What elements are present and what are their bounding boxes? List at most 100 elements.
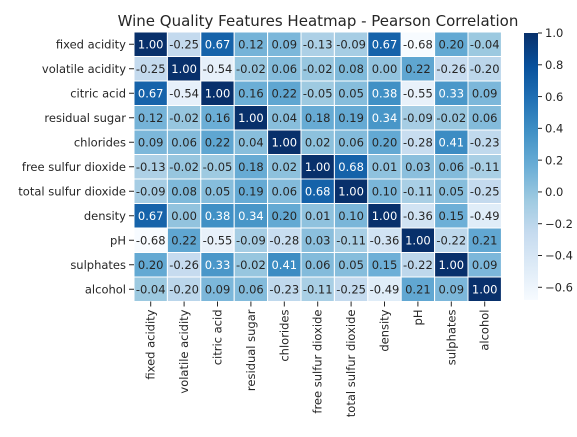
heatmap-cell [400,105,436,131]
heatmap-cell [467,154,502,180]
heatmap-cell [300,276,335,302]
cell-value-label: -0.36 [370,233,400,247]
cell-value-label: -0.20 [169,282,199,296]
heatmap-cell [400,227,436,253]
heatmap-cell [367,227,402,253]
cell-value-label: -0.25 [470,184,500,198]
heatmap-cell [400,129,436,155]
cell-value-label: 0.67 [372,37,398,51]
heatmap-cell [333,178,369,204]
cell-value-label: 1.00 [405,233,431,247]
cell-value-label: 0.09 [205,282,231,296]
heatmap-cells [133,31,502,302]
row-label-ph: pH [110,233,126,247]
heatmap-cell [333,80,369,106]
cell-value-label: 0.00 [171,209,197,223]
cell-value-label: 0.06 [472,111,498,125]
cell-value-label: -0.11 [303,282,333,296]
cell-value-label: 0.09 [138,135,164,149]
cell-value-label: 0.34 [238,209,264,223]
cell-value-label: 0.68 [338,160,364,174]
cell-value-label: 0.21 [472,233,498,247]
cell-value-label: 0.20 [438,37,464,51]
heatmap-cell [166,203,202,229]
cell-value-label: -0.09 [236,233,266,247]
cell-value-label: -0.04 [470,37,500,51]
column-labels: fixed acidity volatile acidity citric acid… [144,301,492,418]
heatmap-cell [133,154,168,180]
cell-value-label: -0.49 [370,282,400,296]
cell-value-label: 0.05 [338,258,364,272]
cell-value-label: 1.00 [438,258,464,272]
cell-value-label: 0.18 [305,111,331,125]
cell-value-label: -0.02 [436,111,466,125]
heatmap-cell [400,154,436,180]
colorbar-tick-label: 0.0 [545,185,563,199]
cell-value-label: 0.34 [372,111,398,125]
heatmap-cell [300,56,335,82]
cell-value-label: 1.00 [238,111,264,125]
cell-value-label: 0.00 [372,62,398,76]
cell-value-label: -0.68 [136,233,166,247]
cell-value-label: -0.11 [336,233,366,247]
heatmap-cell [434,56,469,82]
heatmap-cell [467,129,502,155]
cell-value-label: -0.22 [403,258,433,272]
heatmap-cell [133,203,168,229]
column-label-total-sulfur-dioxide: total sulfur dioxide [344,310,358,418]
cell-value-label: 0.20 [138,258,164,272]
cell-value-label: -0.04 [136,282,166,296]
cell-value-label: 0.03 [305,233,331,247]
cell-value-label: -0.28 [269,233,299,247]
heatmap-cell [200,56,235,82]
cell-value-label: -0.68 [403,37,433,51]
heatmap-cell [400,80,436,106]
cell-value-label: 0.09 [472,86,498,100]
cell-value-label: 0.06 [305,258,331,272]
heatmap-cell [467,203,502,229]
cell-value-label: 0.01 [305,209,331,223]
heatmap-cell [367,178,402,204]
heatmap-cell [467,178,502,204]
colorbar-tick-label: −0.6 [545,280,573,294]
cell-value-label: -0.54 [203,62,233,76]
cell-value-label: 1.00 [372,209,398,223]
heatmap-cell [400,56,436,82]
cell-value-label: 0.22 [271,86,297,100]
heatmap-cell [133,129,168,155]
cell-value-label: 0.22 [205,135,231,149]
cell-value-label: -0.28 [403,135,433,149]
cell-value-label: 0.67 [138,209,164,223]
colorbar-tick-label: 0.6 [545,90,563,104]
cell-value-label: -0.55 [403,86,433,100]
heatmap-cell [267,276,302,302]
row-label-total-sulfur-dioxide: total sulfur dioxide [18,184,126,198]
heatmap-cell [233,129,269,155]
cell-value-label: -0.20 [470,62,500,76]
row-label-chlorides: chlorides [74,135,126,149]
colorbar: 1.0 0.8 0.6 0.4 0.2 0.0 −0.2 −0.4 −0.6 [524,26,573,300]
column-label-alcohol: alcohol [478,310,492,351]
heatmap-cell [300,129,335,155]
colorbar-tick-label: 0.8 [545,58,563,72]
heatmap-cell [333,227,369,253]
cell-value-label: 0.22 [171,233,197,247]
heatmap-cell [166,129,202,155]
colorbar-tick-label: −0.4 [545,249,573,263]
row-label-volatile-acidity: volatile acidity [42,62,126,76]
heatmap-cell [166,178,202,204]
cell-value-label: -0.22 [436,233,466,247]
heatmap-cell [434,178,469,204]
cell-value-label: 1.00 [271,135,297,149]
cell-value-label: 0.05 [438,184,464,198]
cell-value-label: 1.00 [338,184,364,198]
cell-value-label: 1.00 [205,86,231,100]
cell-value-label: -0.02 [236,62,266,76]
column-label-fixed-acidity: fixed acidity [144,309,158,379]
cell-value-label: -0.02 [303,62,333,76]
heatmap-cell [467,31,502,57]
heatmap-cell [267,56,302,82]
column-label-sulphates: sulphates [444,309,458,365]
colorbar-tick-label: 0.4 [545,122,563,136]
